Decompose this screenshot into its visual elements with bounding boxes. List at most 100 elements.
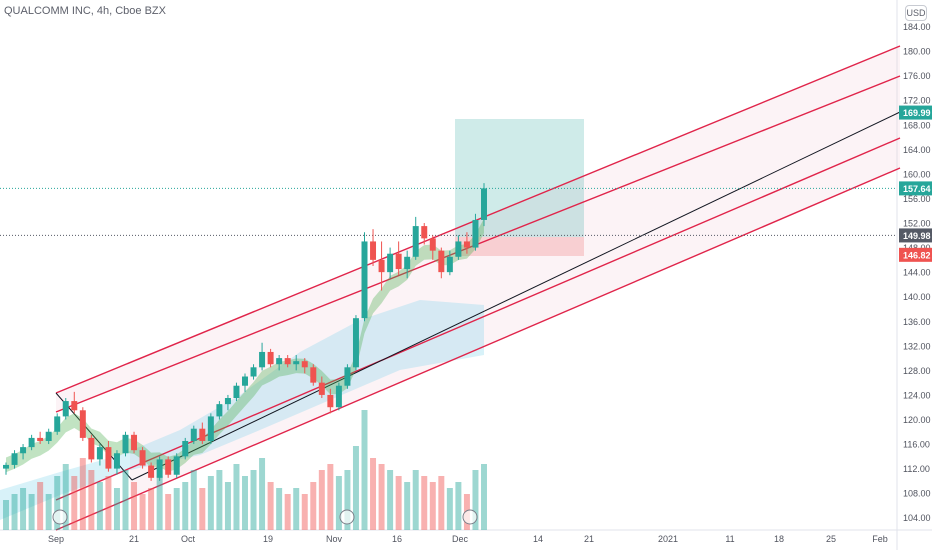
volume-bar <box>370 458 377 530</box>
candle-body <box>463 241 470 248</box>
volume-bar <box>148 488 155 530</box>
candle-body <box>361 241 368 319</box>
regression-cloud <box>0 300 484 520</box>
channel-midline <box>131 111 901 481</box>
candle-body <box>378 259 385 273</box>
candle-body <box>438 250 445 273</box>
time-tick-label: Oct <box>181 534 196 544</box>
time-tick-label: Nov <box>326 534 343 544</box>
candle-body <box>301 361 308 368</box>
candle-body <box>318 382 325 395</box>
volume-bar <box>216 470 223 530</box>
price-tick-label: 164.00 <box>903 145 931 155</box>
volume-bar <box>421 476 428 530</box>
price-tick-label: 128.00 <box>903 366 931 376</box>
volume-bar <box>199 488 206 530</box>
candle-body <box>310 367 317 383</box>
candle-body <box>276 358 283 365</box>
price-tick-label: 176.00 <box>903 71 931 81</box>
currency-badge[interactable]: USD <box>905 5 927 21</box>
volume-bar <box>28 494 35 530</box>
volume-bar <box>481 464 487 530</box>
volume-bar <box>173 488 180 530</box>
time-tick-label: 25 <box>826 534 836 544</box>
volume-bar <box>3 500 9 530</box>
volume-bar <box>37 482 44 530</box>
candle-body <box>79 410 86 438</box>
volume-bar <box>378 464 385 530</box>
candle-body <box>387 253 394 273</box>
price-tick-label: 152.00 <box>903 219 931 229</box>
candle-body <box>54 416 61 432</box>
candle-body <box>293 361 300 365</box>
candle-body <box>148 465 155 478</box>
candle-body <box>96 447 103 460</box>
candle-body <box>224 398 231 405</box>
candle-body <box>242 376 248 386</box>
time-tick-label: 21 <box>129 534 139 544</box>
candle-body <box>122 434 129 454</box>
price-tick-label: 184.00 <box>903 22 931 32</box>
channel-band <box>130 76 900 425</box>
price-badge-target <box>899 105 932 120</box>
channel-band <box>130 138 900 499</box>
candle-body <box>45 431 52 441</box>
time-tick-label: 14 <box>533 534 543 544</box>
volume-bar <box>139 494 146 530</box>
time-tick-label: Feb <box>872 534 888 544</box>
volume-bar <box>293 488 300 530</box>
price-badge-stop <box>899 247 932 262</box>
volume-bar <box>446 488 453 530</box>
candle-body <box>352 318 359 368</box>
volume-bar <box>54 476 61 530</box>
price-tick-label: 108.00 <box>903 489 931 499</box>
volume-bar <box>224 482 231 530</box>
volume-bar <box>267 482 274 530</box>
volume-bar <box>242 476 248 530</box>
price-tick-label: 168.00 <box>903 120 931 130</box>
price-tick-label: 120.00 <box>903 415 931 425</box>
candle-body <box>190 428 197 441</box>
volume-bar <box>96 482 103 530</box>
time-tick-label: 21 <box>584 534 594 544</box>
candle-body <box>250 367 257 377</box>
time-tick-label: 18 <box>774 534 784 544</box>
candle-body <box>412 226 419 257</box>
candle-body <box>446 256 453 273</box>
volume-bar <box>182 482 189 530</box>
volume-bar <box>20 488 27 530</box>
volume-bar <box>327 464 334 530</box>
candle-body <box>131 434 138 451</box>
volume-bar <box>11 494 18 530</box>
volume-bar <box>387 470 394 530</box>
time-tick-label: 19 <box>263 534 273 544</box>
candle-body <box>421 226 428 239</box>
candle-body <box>207 416 214 441</box>
candle-body <box>370 241 377 260</box>
candle-body <box>3 464 9 469</box>
price-tick-label: 104.00 <box>903 513 931 523</box>
volume-bar <box>301 494 308 530</box>
candle-body <box>327 394 334 408</box>
channel-line <box>55 167 901 531</box>
channel-band <box>130 108 900 469</box>
volume-bar <box>344 470 351 530</box>
candle-body <box>11 453 18 465</box>
candle-body <box>429 238 436 251</box>
candle-body <box>113 453 120 469</box>
volume-bar <box>259 458 266 530</box>
price-tick-label: 132.00 <box>903 341 931 351</box>
volume-bar <box>62 464 69 530</box>
price-tick-label: 160.00 <box>903 169 931 179</box>
volume-bar <box>233 464 240 530</box>
volume-bar <box>45 494 52 530</box>
candle-body <box>156 459 163 478</box>
volume-bar <box>352 446 359 530</box>
event-marker-icon <box>462 509 478 525</box>
price-tick-label: 124.00 <box>903 390 931 400</box>
volume-bar <box>310 482 317 530</box>
volume-bar <box>190 470 197 530</box>
event-marker-icon <box>339 509 355 525</box>
